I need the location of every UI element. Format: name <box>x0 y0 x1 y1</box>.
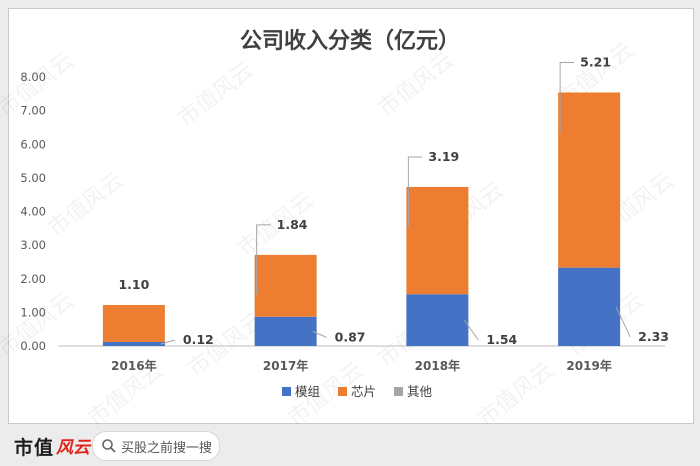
watermark-text: 市值风云 <box>44 168 129 242</box>
data-label-module: 1.54 <box>486 332 517 347</box>
data-label-module: 2.33 <box>638 329 669 344</box>
x-tick-label: 2016年 <box>111 358 156 373</box>
chart-title: 公司收入分类（亿元） <box>240 28 460 54</box>
search-icon <box>102 439 116 453</box>
bar-chip-2 <box>254 254 317 317</box>
watermark-text: 市值风云 <box>174 58 259 132</box>
watermark-text: 市值风云 <box>374 48 459 122</box>
data-label-module: 0.12 <box>183 332 214 347</box>
legend-label: 模组 <box>295 384 320 399</box>
data-label-chip: 5.21 <box>580 54 611 69</box>
leader-line-module <box>160 339 176 345</box>
y-tick-label: 8.00 <box>20 70 46 84</box>
x-tick-label: 2017年 <box>263 358 308 373</box>
legend-label: 其他 <box>407 384 433 399</box>
leader-line-module <box>463 319 479 341</box>
search-placeholder: 买股之前搜一搜 <box>121 441 213 456</box>
y-tick-label: 2.00 <box>20 272 46 286</box>
leader-line-module <box>615 306 631 338</box>
leader-line-chip <box>407 156 423 227</box>
y-tick-label: 6.00 <box>20 137 46 151</box>
legend-label: 芯片 <box>351 384 376 399</box>
legend-swatch-chip <box>338 387 347 396</box>
data-label-chip: 1.10 <box>118 277 149 292</box>
y-tick-label: 7.00 <box>20 104 46 118</box>
y-tick-label: 0.00 <box>20 339 46 353</box>
search-box[interactable]: 买股之前搜一搜 <box>92 431 220 461</box>
leader-line-module <box>312 330 327 338</box>
y-tick-label: 3.00 <box>20 238 46 252</box>
legend-swatch-other <box>394 387 403 396</box>
bar-module-4 <box>558 267 621 346</box>
bar-chip-4 <box>558 92 621 268</box>
data-label-chip: 3.19 <box>428 149 459 164</box>
brand-logo-mark: 风云 <box>56 438 90 458</box>
leader-line-chip <box>256 224 271 295</box>
x-tick-label: 2019年 <box>566 358 611 373</box>
footer-bar: 市值 风云 买股之前搜一搜 <box>0 424 700 466</box>
x-tick-label: 2018年 <box>415 358 460 373</box>
bar-chip-1 <box>102 304 165 342</box>
bar-module-3 <box>406 294 469 346</box>
data-label-module: 0.87 <box>335 329 366 344</box>
y-tick-label: 4.00 <box>20 205 46 219</box>
leader-line-chip <box>559 61 575 133</box>
bar-chip-3 <box>406 186 469 295</box>
y-tick-label: 5.00 <box>20 171 46 185</box>
brand-logo-text: 市值 <box>14 437 55 459</box>
bar-module-2 <box>254 316 317 346</box>
y-tick-label: 1.00 <box>20 305 46 319</box>
watermark-text: 市值风云 <box>474 358 559 424</box>
data-label-chip: 1.84 <box>277 217 308 232</box>
bar-module-1 <box>102 341 165 346</box>
legend-swatch-module <box>282 387 291 396</box>
